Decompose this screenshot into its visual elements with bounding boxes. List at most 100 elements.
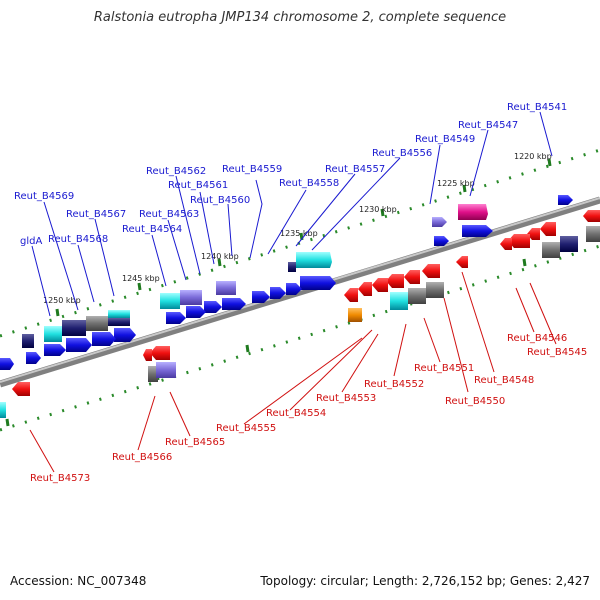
scale-label-1225: 1225 kbp: [437, 179, 475, 188]
gene-arrow: [44, 326, 62, 342]
gene-arrow: [386, 274, 404, 288]
gene-label[interactable]: Reut_B4561: [168, 180, 228, 191]
gene-label[interactable]: Reut_B4557: [325, 164, 385, 175]
gene-arrow: [296, 252, 332, 268]
gene-arrow: [404, 270, 420, 284]
gene-arrow: [66, 338, 92, 352]
gene-arrow: [583, 210, 600, 222]
gene-arrow: [270, 287, 286, 299]
gene-arrow: [422, 264, 440, 278]
gene-arrow: [434, 236, 449, 246]
gene-arrow: [222, 298, 246, 310]
gene-arrow: [92, 332, 116, 346]
gene-label[interactable]: Reut_B4556: [372, 148, 432, 159]
reverse-leader-lines: [29, 271, 557, 473]
gene-arrow: [204, 301, 222, 313]
gene-label[interactable]: Reut_B4546: [507, 333, 567, 344]
gene-arrow: [86, 316, 108, 331]
gene-label[interactable]: Reut_B4541: [507, 102, 567, 113]
map-title: Ralstonia eutropha JMP134 chromosome 2, …: [93, 10, 507, 25]
chromosome-backbone: [0, 196, 600, 388]
gene-arrow: [500, 238, 512, 250]
gene-label[interactable]: Reut_B4559: [222, 164, 282, 175]
gene-label[interactable]: Reut_B4553: [316, 393, 376, 404]
gene-arrow: [22, 334, 34, 348]
gene-arrow: [0, 402, 6, 418]
scale-label-1230: 1230 kbp: [359, 205, 397, 214]
gene-arrow: [344, 288, 358, 302]
gene-arrow: [558, 195, 573, 205]
gene-label[interactable]: Reut_B4563: [139, 209, 199, 220]
gene-arrow: [408, 288, 426, 304]
reverse-gene-labels: Reut_B4545 Reut_B4546 Reut_B4548 Reut_B4…: [30, 333, 587, 484]
gene-arrow: [286, 283, 302, 295]
gene-arrow: [300, 276, 336, 290]
gene-label[interactable]: Reut_B4558: [279, 178, 339, 189]
gene-arrow: [26, 352, 41, 364]
gene-arrow: [527, 228, 540, 240]
gene-label[interactable]: Reut_B4554: [266, 408, 326, 419]
gene-label[interactable]: Reut_B4566: [112, 452, 172, 463]
gene-arrow: [216, 281, 236, 295]
topology-summary: Topology: circular; Length: 2,726,152 bp…: [260, 574, 590, 588]
gene-arrow: [180, 290, 202, 305]
gene-arrow: [358, 282, 372, 296]
scale-label-1250: 1250 kbp: [43, 296, 81, 305]
gene-label[interactable]: Reut_B4545: [527, 347, 587, 358]
gene-label[interactable]: gldA: [20, 236, 42, 247]
gene-arrow: [372, 278, 388, 292]
accession-label: Accession: NC_007348: [10, 574, 147, 588]
gene-label[interactable]: Reut_B4552: [364, 379, 424, 390]
scale-label-1235: 1235 kbp: [280, 229, 318, 238]
gene-arrow: [62, 320, 86, 336]
gene-label[interactable]: Reut_B4564: [122, 224, 182, 235]
gene-label[interactable]: Reut_B4573: [30, 473, 90, 484]
gene-label[interactable]: Reut_B4550: [445, 396, 505, 407]
scale-label-1245: 1245 kbp: [122, 274, 160, 283]
gene-label[interactable]: Reut_B4555: [216, 423, 276, 434]
gene-arrow: [0, 358, 14, 370]
gene-arrow: [156, 362, 176, 378]
gene-arrow: [390, 292, 408, 310]
gene-arrow: [108, 318, 130, 326]
gene-arrow: [348, 308, 362, 322]
gene-arrow: [44, 344, 66, 356]
gene-arrow: [148, 366, 158, 382]
gene-arrow: [586, 226, 600, 242]
gene-arrow: [150, 346, 170, 360]
gene-arrow: [462, 225, 493, 237]
gene-arrow: [252, 291, 270, 303]
forward-features: [0, 195, 573, 370]
forward-guide-line: [0, 148, 600, 338]
gene-label[interactable]: Reut_B4562: [146, 166, 206, 177]
gene-arrow: [166, 312, 186, 324]
gene-arrow: [458, 204, 488, 220]
gene-arrow: [542, 242, 560, 258]
gene-arrow: [540, 222, 556, 236]
gene-arrow: [160, 293, 180, 309]
gene-arrow: [432, 217, 447, 227]
gene-arrow: [12, 382, 30, 396]
gene-label[interactable]: Reut_B4569: [14, 191, 74, 202]
reverse-features: [0, 210, 600, 418]
gene-arrow: [456, 256, 468, 268]
scale-label-1220: 1220 kbp: [514, 152, 552, 161]
gene-label[interactable]: Reut_B4549: [415, 134, 475, 145]
gene-label[interactable]: Reut_B4548: [474, 375, 534, 386]
gene-label[interactable]: Reut_B4568: [48, 234, 108, 245]
gene-arrow: [288, 262, 296, 272]
gene-arrow: [508, 234, 530, 248]
gene-label[interactable]: Reut_B4565: [165, 437, 225, 448]
forward-gene-labels: Reut_B4541 Reut_B4547 Reut_B4549 Reut_B4…: [14, 102, 567, 247]
gene-arrow: [108, 310, 130, 318]
forward-leader-lines: [31, 111, 553, 317]
scale-label-1240: 1240 kbp: [201, 252, 239, 261]
reverse-guide-line: [0, 244, 600, 432]
gene-arrow: [186, 306, 206, 318]
gene-label[interactable]: Reut_B4567: [66, 209, 126, 220]
gene-label[interactable]: Reut_B4547: [458, 120, 518, 131]
gene-label[interactable]: Reut_B4560: [190, 195, 250, 206]
gene-label[interactable]: Reut_B4551: [414, 363, 474, 374]
